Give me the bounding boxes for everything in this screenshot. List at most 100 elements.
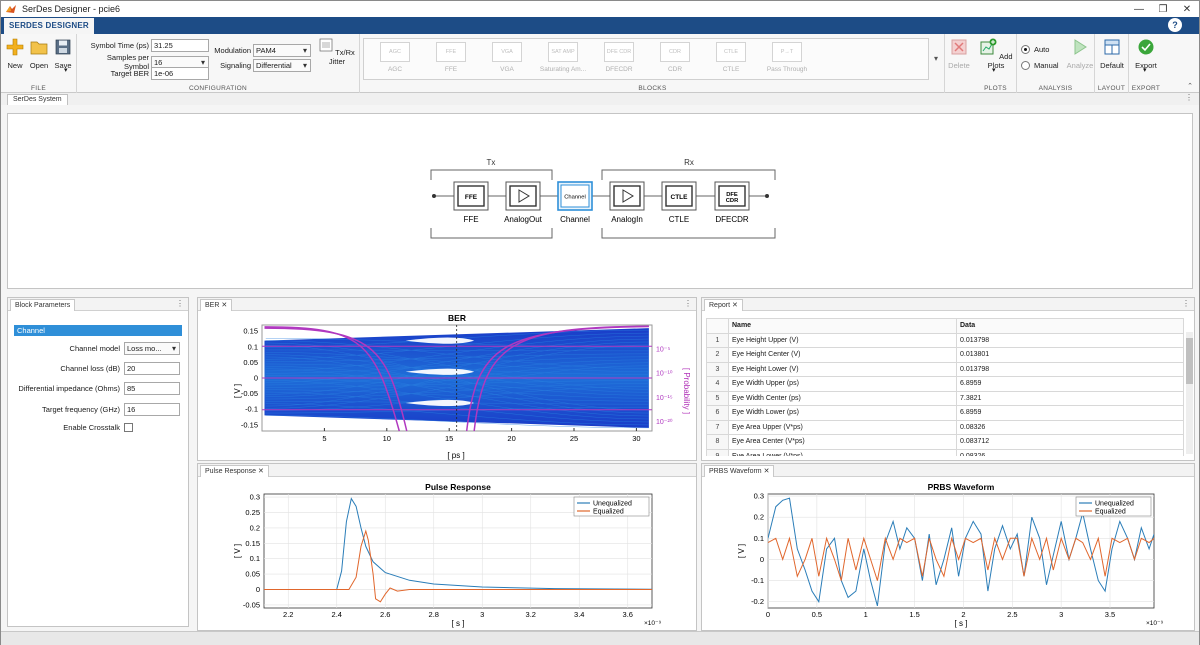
eye-trace (265, 383, 649, 400)
close-tab-icon[interactable]: ✕ (257, 468, 264, 475)
new-label: New (7, 61, 23, 70)
analyze-button[interactable]: Analyze (1065, 38, 1095, 70)
prbs-tab-label: PRBS Waveform (709, 468, 762, 475)
ffe-icon: FFE (436, 42, 466, 62)
system-block-analogin[interactable]: AnalogIn (609, 181, 645, 224)
differential-impedance-input[interactable]: 85 (124, 382, 180, 395)
report-table-body: 1 Eye Height Upper (V) 0.013798 2 Eye Height… (706, 332, 1184, 456)
channel-loss-input[interactable]: 20 (124, 362, 180, 375)
prbs-waveform-header: PRBS Waveform ✕ (702, 464, 1194, 477)
channel-model-dropdown[interactable]: Loss mo... (124, 342, 180, 355)
tab-prbs-waveform[interactable]: PRBS Waveform ✕ (704, 465, 775, 477)
ber-panel-menu-icon[interactable]: ⋮ (684, 299, 692, 308)
tab-pulse-response[interactable]: Pulse Response ✕ (200, 465, 269, 477)
table-row[interactable]: 8 Eye Area Center (V*ps) 0.083712 (706, 434, 1184, 450)
system-block-ffe[interactable]: FFE FFE (453, 181, 489, 224)
report-scrollbar-thumb[interactable] (1186, 338, 1193, 384)
gallery-vga[interactable]: VGA VGA (482, 42, 532, 73)
x-tick-label: 1.5 (909, 610, 919, 619)
symbol-time-input[interactable]: 31.25 (151, 39, 209, 52)
export-dropdown-icon[interactable]: ▾ (1143, 67, 1147, 74)
table-row[interactable]: 9Eye Area Lower (V*ps)0.08326 (706, 448, 1184, 456)
gallery-agc[interactable]: AGC AGC (370, 42, 420, 73)
gallery-ctle[interactable]: CTLE CTLE (706, 42, 756, 73)
collapse-ribbon-icon[interactable]: ⌃ (1187, 83, 1193, 90)
add-plots-label: Add Plots (987, 52, 1013, 70)
x-tick-label: 2 (961, 610, 965, 619)
gallery-cdr[interactable]: CDR CDR (650, 42, 700, 73)
new-button[interactable]: New (3, 38, 27, 70)
system-block-dfecdr[interactable]: DFE CDR DFECDR (714, 181, 750, 224)
table-row[interactable]: 4 Eye Width Upper (ps) 6.8959 (706, 376, 1184, 392)
x-axis-label: [ s ] (955, 619, 968, 628)
save-button[interactable]: Save (51, 38, 75, 70)
system-block-channel[interactable]: Channel Channel (557, 181, 593, 224)
manual-radio[interactable]: Manual (1021, 61, 1059, 70)
report-scrollbar[interactable] (1186, 332, 1193, 454)
row-name-cell: Eye Height Center (V) (728, 347, 957, 363)
minimize-button[interactable]: — (1134, 3, 1144, 15)
close-tab-icon[interactable]: ✕ (731, 302, 738, 309)
rx-label: Rx (684, 158, 694, 167)
close-tab-icon[interactable]: ✕ (763, 468, 770, 475)
data-column-header[interactable]: Data (956, 318, 1184, 334)
open-button[interactable]: Open (27, 38, 51, 70)
signaling-dropdown[interactable]: Differential (253, 59, 311, 72)
gallery-ffe[interactable]: FFE FFE (426, 42, 476, 73)
enable-crosstalk-checkbox[interactable] (124, 423, 133, 432)
auto-radio-indicator[interactable] (1021, 45, 1030, 54)
file-section: New Open Save ▾ FILE (1, 34, 77, 93)
tab-serdes-designer[interactable]: SERDES DESIGNER (4, 18, 94, 34)
table-row[interactable]: 1 Eye Height Upper (V) 0.013798 (706, 332, 1184, 348)
eye-trace (265, 340, 649, 369)
save-dropdown-icon[interactable]: ▾ (64, 67, 68, 74)
add-plots-dropdown-icon[interactable]: ▾ (992, 67, 996, 74)
gallery-dfecdr[interactable]: DFE CDR DFECDR (594, 42, 644, 73)
name-column-header[interactable]: Name (728, 318, 957, 334)
close-button[interactable]: ✕ (1182, 3, 1192, 15)
document-menu-icon[interactable]: ⋮ (1185, 93, 1193, 102)
modulation-dropdown[interactable]: PAM4 (253, 44, 311, 57)
close-tab-icon[interactable]: ✕ (221, 302, 228, 309)
tx-rx-jitter-button[interactable]: Tx/Rx Jitter (317, 38, 357, 66)
table-row[interactable]: 6 Eye Width Lower (ps) 6.8959 (706, 405, 1184, 421)
tab-report[interactable]: Report ✕ (704, 299, 743, 311)
block-parameters-menu-icon[interactable]: ⋮ (176, 299, 184, 308)
eye-trace (265, 380, 649, 420)
tab-ber[interactable]: BER ✕ (200, 299, 233, 311)
default-layout-button[interactable]: Default (1098, 38, 1126, 70)
add-plots-button[interactable]: Add Plots (979, 38, 1013, 70)
tab-serdes-system[interactable]: SerDes System (7, 94, 68, 105)
serdes-system-canvas: Tx Rx FFE FFE (7, 113, 1193, 289)
grid (767, 494, 1154, 608)
delete-button[interactable]: Delete (945, 38, 973, 70)
help-button[interactable]: ? (1168, 18, 1182, 32)
ffe-block-label: FFE (463, 215, 478, 224)
row-name-cell: Eye Area Center (V*ps) (728, 434, 957, 450)
row-number: 4 (706, 376, 729, 392)
manual-radio-indicator[interactable] (1021, 61, 1030, 70)
y-tick-label: 0.1 (250, 554, 260, 563)
table-row[interactable]: 3 Eye Height Lower (V) 0.013798 (706, 361, 1184, 377)
symbol-time-label: Symbol Time (ps) (90, 41, 149, 50)
tab-block-parameters[interactable]: Block Parameters (10, 299, 76, 311)
export-button[interactable]: Export (1132, 38, 1160, 70)
x-tick-label: 2.4 (332, 610, 342, 619)
auto-radio[interactable]: Auto (1021, 45, 1049, 54)
system-block-ctle[interactable]: CTLE CTLE (661, 181, 697, 224)
amplifier-triangle-icon (518, 189, 530, 203)
table-row[interactable]: 5 Eye Width Center (ps) 7.3821 (706, 390, 1184, 406)
gallery-pass-through[interactable]: P→T Pass Through (762, 42, 812, 73)
table-row[interactable]: 2 Eye Height Center (V) 0.013801 (706, 347, 1184, 363)
ber-x-axis-label: [ ps ] (447, 451, 464, 460)
system-block-analogout[interactable]: AnalogOut (504, 181, 543, 224)
gallery-expand-icon[interactable]: ▾ (933, 54, 938, 63)
vga-label: VGA (500, 66, 514, 73)
table-row[interactable]: 7 Eye Area Upper (V*ps) 0.08326 (706, 419, 1184, 435)
report-panel-menu-icon[interactable]: ⋮ (1182, 299, 1190, 308)
tx-bracket-top (430, 169, 553, 180)
gallery-saturating-amp[interactable]: SAT AMP Saturating Am... (538, 42, 588, 73)
maximize-button[interactable]: ❐ (1158, 3, 1168, 15)
target-ber-input[interactable]: 1e-06 (151, 67, 209, 80)
target-frequency-input[interactable]: 16 (124, 403, 180, 416)
